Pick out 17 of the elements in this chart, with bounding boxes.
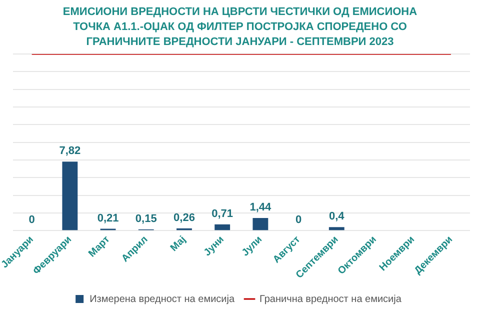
- bar: [328, 227, 344, 230]
- data-label: 7,82: [59, 145, 81, 158]
- bar: [62, 162, 78, 230]
- bar: [252, 218, 268, 230]
- data-label: 0: [28, 214, 35, 226]
- bar: [214, 224, 230, 230]
- x-tick-label: Мај: [168, 234, 188, 254]
- chart-title: ЕМИСИОНИ ВРЕДНОСТИ НА ЦВРСТИ ЧЕСТИЧКИ ОД ЕМИСИОНА ТОЧКА А1.1.-ОЏАК ОД ФИЛТЕР ПОСТРОЈКА СПОРЕДЕНО СО ГРАНИЧНИТЕ ВРЕДНОСТИ ЈАНУАРИ - СЕПТЕМВРИ 2023: [62, 5, 418, 50]
- data-label: 0,21: [97, 212, 119, 224]
- legend-label: Измерена вредност на емисија: [90, 294, 235, 305]
- data-label: 0,15: [135, 212, 157, 225]
- data-label: 0,4: [328, 210, 346, 223]
- data-label: 0,26: [174, 212, 195, 224]
- data-label: 1,44: [250, 201, 272, 214]
- data-label: 0,71: [212, 208, 234, 220]
- legend-label: Гранична вредност на емисија: [260, 294, 402, 305]
- data-label: 0: [295, 214, 302, 226]
